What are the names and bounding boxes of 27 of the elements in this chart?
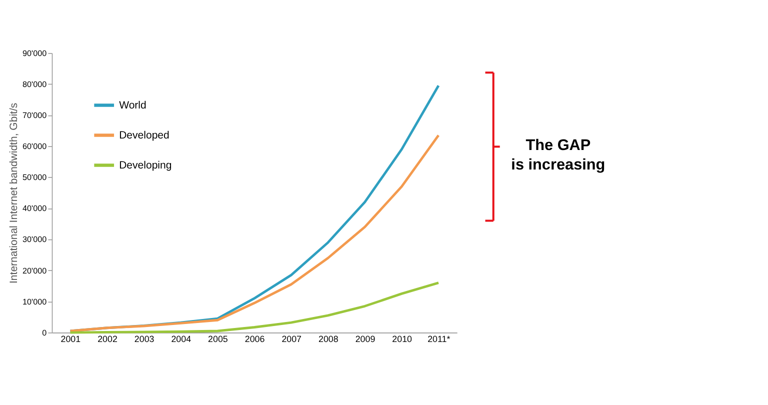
x-tick-label: 2009	[355, 334, 376, 344]
y-tick-label: 90'000	[22, 48, 48, 58]
y-tick-label: 10'000	[22, 297, 48, 306]
x-tick-label: 2006	[244, 334, 265, 344]
y-axis-title: International Internet bandwidth, Gbit/s	[8, 102, 20, 284]
y-tick-label: 30'000	[22, 235, 48, 244]
y-tick-label: 40'000	[22, 204, 48, 214]
text: The GAP is increasing	[511, 137, 606, 174]
y-tick-label: 60'000	[22, 142, 48, 152]
legend-label: Developing	[119, 159, 172, 172]
x-tick-label: 2010	[392, 334, 412, 344]
x-tick-label: 2008	[318, 334, 338, 344]
y-tick-label: 70'000	[22, 110, 48, 120]
legend-label: World	[119, 100, 147, 112]
y-tick-label: 80'000	[22, 80, 48, 89]
y-tick-label: 20'000	[22, 266, 48, 276]
x-tick-label: 2004	[171, 334, 192, 344]
x-tick-label: 2011*	[428, 334, 451, 344]
line-series	[69, 282, 440, 334]
legend-label: Developed	[119, 130, 170, 142]
x-tick-label: 2007	[282, 334, 302, 344]
x-tick-label: 2001	[60, 334, 81, 344]
y-tick-label: 0	[42, 328, 48, 338]
y-tick-label: 50'000	[22, 173, 48, 182]
x-tick-label: 2005	[208, 334, 228, 344]
x-tick-label: 2003	[134, 334, 154, 344]
x-tick-label: 2002	[98, 334, 118, 344]
